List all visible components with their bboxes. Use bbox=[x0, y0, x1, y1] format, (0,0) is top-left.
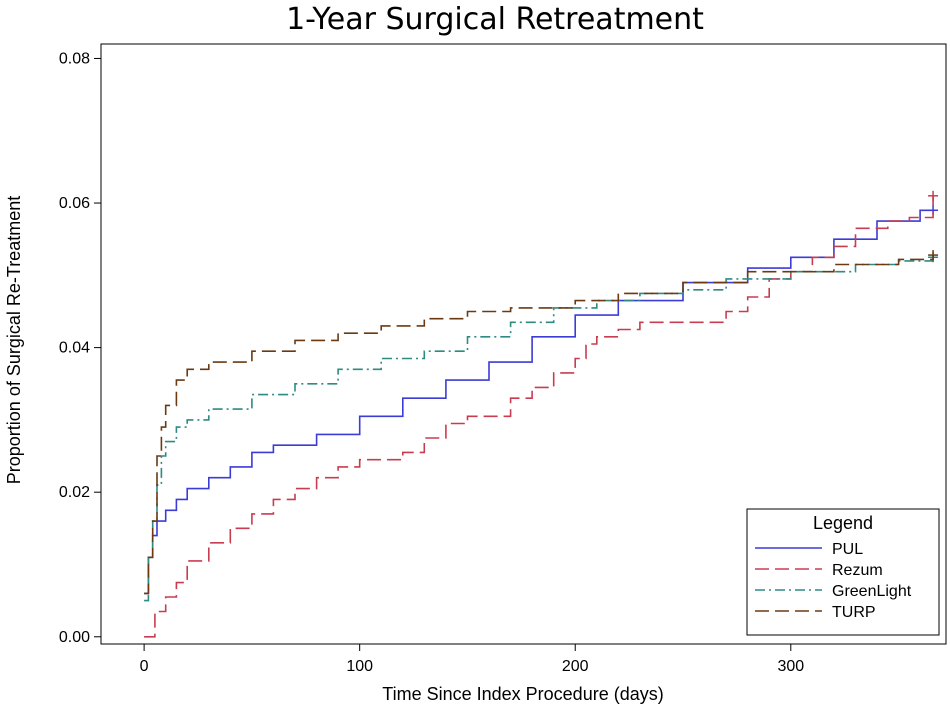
legend-item-turp: TURP bbox=[755, 604, 876, 621]
legend-item-greenlight: GreenLight bbox=[755, 583, 912, 600]
legend-title: Legend bbox=[813, 513, 873, 533]
legend-entries: PUL Rezum GreenLight TURP bbox=[755, 541, 912, 621]
legend-item-pul: PUL bbox=[755, 541, 863, 558]
y-tick-label: 0.08 bbox=[59, 50, 90, 67]
censor-mark-turp bbox=[928, 250, 939, 261]
y-axis-label: Proportion of Surgical Re-Treatment bbox=[4, 196, 24, 484]
series-line-rezum bbox=[144, 195, 934, 638]
y-axis: 0.00 0.02 0.04 0.06 0.08 bbox=[59, 50, 101, 646]
legend-box bbox=[746, 508, 940, 636]
series-line-greenlight bbox=[144, 257, 934, 602]
x-axis-label: Time Since Index Procedure (days) bbox=[382, 684, 663, 704]
x-tick-label: 300 bbox=[777, 658, 804, 675]
series-group bbox=[144, 190, 939, 638]
series-line-pul bbox=[144, 209, 934, 595]
legend: Legend PUL Rezum GreenLight TURP bbox=[746, 508, 940, 636]
legend-label: GreenLight bbox=[832, 583, 912, 600]
censor-mark-rezum bbox=[928, 190, 939, 201]
y-tick-label: 0.02 bbox=[59, 484, 90, 501]
y-tick-label: 0.00 bbox=[59, 629, 90, 646]
y-tick-label: 0.04 bbox=[59, 340, 90, 357]
legend-label: PUL bbox=[832, 541, 863, 558]
x-tick-label: 100 bbox=[346, 658, 373, 675]
legend-label: Rezum bbox=[832, 562, 883, 579]
plot-frame bbox=[100, 43, 947, 645]
series-line-turp bbox=[144, 255, 934, 595]
x-tick-label: 200 bbox=[562, 658, 589, 675]
x-axis: 0 100 200 300 bbox=[140, 644, 804, 675]
y-tick-label: 0.06 bbox=[59, 195, 90, 212]
legend-item-rezum: Rezum bbox=[755, 562, 883, 579]
legend-label: TURP bbox=[832, 604, 876, 621]
x-tick-label: 0 bbox=[140, 658, 149, 675]
chart-title: 1-Year Surgical Retreatment bbox=[286, 2, 704, 37]
